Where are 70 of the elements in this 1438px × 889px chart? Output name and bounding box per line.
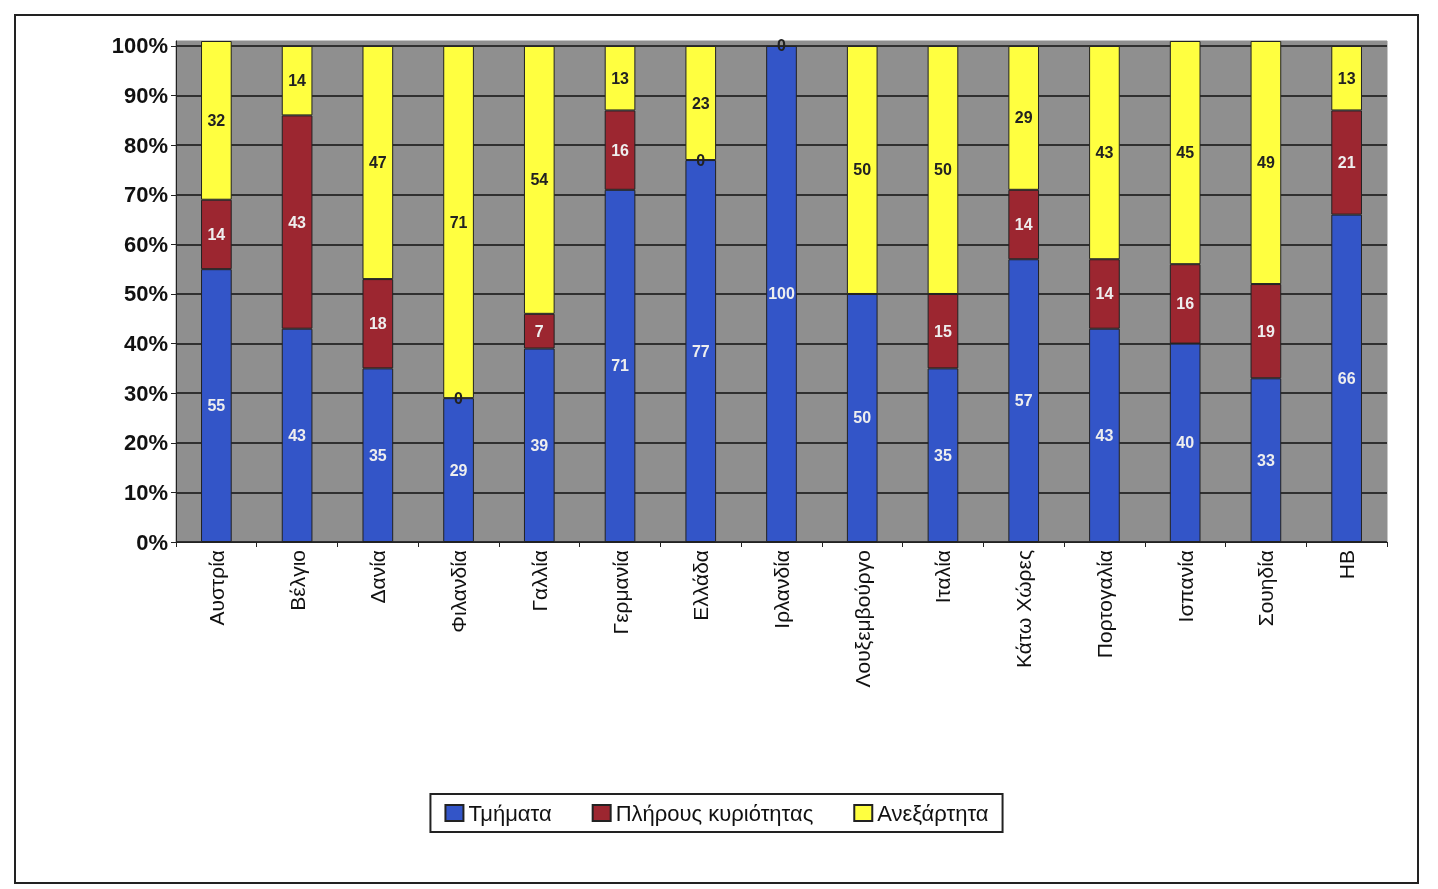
y-tick-label: 10%: [123, 479, 168, 505]
x-tick-label: Βέλγιο: [285, 550, 309, 611]
y-tick-label: 20%: [123, 430, 168, 456]
legend-label: Ανεξάρτητα: [877, 800, 989, 826]
y-tick-label: 90%: [123, 83, 168, 109]
x-tick-label: Αυστρία: [204, 550, 228, 626]
y-tick-label: 30%: [123, 380, 168, 406]
data-label: 29: [1014, 109, 1033, 127]
data-label: 66: [1337, 369, 1356, 387]
data-label: 71: [449, 213, 468, 231]
y-tick-label: 80%: [123, 132, 168, 158]
data-label: 19: [1257, 322, 1275, 340]
x-tick-label: Σουηδία: [1254, 550, 1278, 627]
data-label: 45: [1176, 144, 1195, 162]
x-tick-label: Δανία: [366, 550, 390, 604]
data-label: 13: [1337, 69, 1356, 87]
data-label: 49: [1257, 154, 1275, 172]
data-label: 14: [1014, 216, 1033, 234]
x-tick-label: Γαλλία: [527, 550, 551, 612]
y-tick-label: 40%: [123, 331, 168, 357]
annotation: 0: [454, 389, 464, 407]
data-label: 43: [288, 426, 307, 444]
data-label: 100: [768, 285, 795, 303]
data-label: 55: [207, 397, 226, 415]
legend-label: Τμήματα: [468, 800, 552, 826]
x-tick-label: Κάτω Χώρες: [1012, 550, 1036, 668]
data-label: 14: [1095, 285, 1114, 303]
data-label: 50: [853, 409, 872, 427]
data-label: 33: [1257, 451, 1275, 469]
y-tick-label: 60%: [123, 231, 168, 257]
y-tick-label: 70%: [123, 182, 168, 208]
x-tick-label: ΗΒ: [1335, 550, 1359, 580]
data-label: 16: [611, 141, 630, 159]
x-tick-label: Ιρλανδία: [770, 550, 793, 629]
data-label: 21: [1337, 154, 1356, 172]
x-tick-label: Φιλανδία: [447, 550, 471, 633]
data-label: 13: [611, 69, 630, 87]
data-label: 16: [1176, 295, 1195, 313]
data-label: 32: [207, 111, 226, 129]
y-tick-label: 50%: [123, 281, 168, 307]
data-label: 77: [691, 342, 710, 360]
x-tick-label: Γερμανία: [608, 550, 632, 635]
data-label: 23: [691, 94, 710, 112]
y-tick-label: 100%: [111, 33, 168, 59]
data-label: 14: [207, 225, 226, 243]
x-tick-label: Ελλάδα: [689, 550, 713, 621]
data-label: 43: [1095, 426, 1114, 444]
data-label: 7: [534, 322, 544, 340]
data-label: 18: [368, 315, 387, 333]
data-label: 50: [853, 161, 872, 179]
data-label: 39: [530, 436, 549, 454]
legend-label: Πλήρους κυριότητας: [615, 800, 814, 826]
x-tick-label: Λουξεμβούργο: [850, 550, 874, 688]
data-label: 50: [934, 161, 952, 179]
data-label: 35: [934, 446, 952, 464]
data-label: 43: [288, 213, 307, 231]
data-label: 15: [934, 322, 952, 340]
data-label: 29: [449, 461, 468, 479]
x-tick-label: Ιταλία: [931, 550, 955, 604]
y-tick-label: 0%: [136, 529, 168, 555]
data-label: 47: [368, 154, 387, 172]
data-label: 43: [1095, 144, 1114, 162]
data-label: 35: [368, 446, 387, 464]
data-label: 57: [1014, 392, 1033, 410]
x-tick-label: Ισπανία: [1173, 550, 1197, 623]
data-label: 71: [611, 357, 630, 375]
data-label: 40: [1176, 434, 1195, 452]
data-label: 54: [530, 171, 549, 189]
data-label: 14: [288, 72, 307, 90]
x-tick-label: Πορτογαλία: [1092, 550, 1116, 659]
